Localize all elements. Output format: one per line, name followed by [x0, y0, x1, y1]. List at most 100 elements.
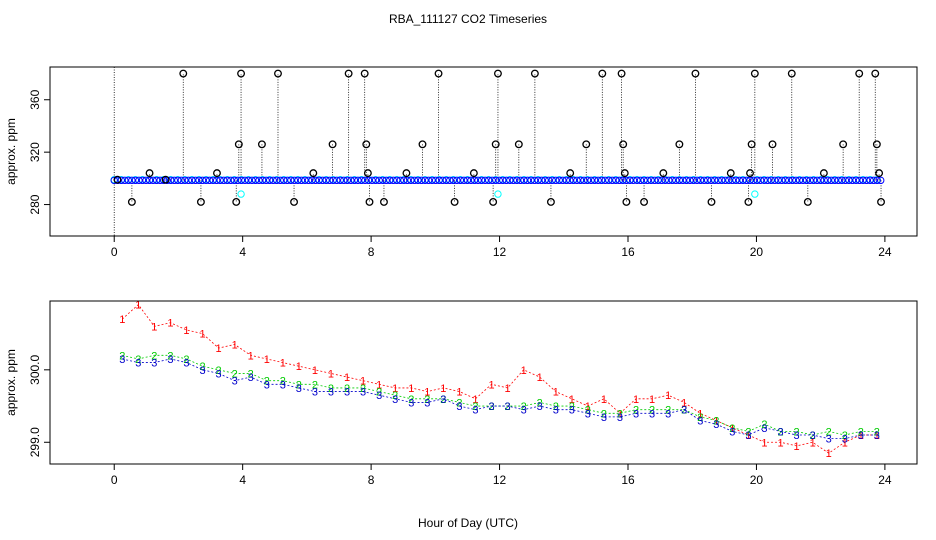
black-point [196, 197, 205, 206]
series-2-point: 2 [874, 426, 880, 438]
baseline-point [597, 176, 606, 185]
baseline-point [650, 176, 659, 185]
black-point [489, 197, 498, 206]
baseline-point [544, 176, 553, 185]
series-3-point: 3 [633, 408, 639, 420]
series-2-point: 2 [729, 423, 735, 435]
baseline-point [297, 176, 306, 185]
y-tick-label: 360 [28, 89, 42, 109]
baseline-point [364, 176, 373, 185]
series-3-point: 3 [264, 379, 270, 391]
series-1-point: 1 [601, 394, 607, 406]
baseline-point [325, 176, 334, 185]
x-tick-label: 12 [493, 473, 507, 487]
baseline-point [128, 176, 136, 185]
series-1-point: 1 [312, 365, 318, 377]
black-point [746, 169, 754, 178]
baseline-point [590, 176, 599, 185]
baseline-point [477, 176, 486, 185]
baseline-point [431, 176, 440, 185]
baseline-point [668, 176, 677, 185]
baseline-point [234, 176, 242, 185]
baseline-point [869, 176, 878, 185]
y-tick-label: 320 [28, 142, 42, 162]
series-2-point: 2 [553, 401, 559, 413]
baseline-point [262, 176, 270, 185]
series-3-point: 3 [232, 376, 238, 388]
baseline-point [439, 176, 447, 185]
baseline-point [686, 176, 694, 185]
series-2-point: 2 [826, 426, 832, 438]
series-3-point: 3 [761, 423, 767, 435]
black-point [234, 140, 243, 149]
black-point [360, 69, 369, 78]
baseline-point [170, 176, 178, 185]
black-point [871, 69, 880, 78]
baseline-point [290, 176, 299, 185]
black-point [145, 169, 154, 178]
black-point [161, 175, 170, 184]
baseline-point [523, 176, 532, 185]
baseline-point [672, 176, 680, 185]
black-point [380, 197, 388, 206]
baseline-point [453, 176, 461, 185]
black-point [450, 197, 459, 206]
baseline-point [774, 176, 782, 185]
black-point [617, 69, 626, 78]
baseline-point [838, 176, 846, 185]
baseline-point [382, 176, 390, 185]
bottom-panel-frame [49, 300, 918, 465]
baseline-point [555, 176, 563, 185]
series-3-point: 3 [440, 394, 446, 406]
baseline-point [484, 176, 493, 185]
baseline-point [862, 176, 871, 185]
series-3-point: 3 [874, 430, 880, 442]
baseline-point [802, 176, 811, 185]
series-3-point: 3 [424, 397, 430, 409]
series-2-point: 2 [569, 401, 575, 413]
series-3-point: 3 [826, 434, 832, 446]
baseline-point [834, 176, 843, 185]
baseline-point [460, 176, 468, 185]
baseline-point [414, 176, 422, 185]
baseline-point [357, 176, 366, 185]
baseline-point [587, 176, 595, 185]
baseline-point [446, 176, 454, 185]
series-3-point: 3 [344, 387, 350, 399]
series-2-point: 2 [745, 426, 751, 438]
series-3-point: 3 [296, 383, 302, 395]
series-2-point: 2 [649, 405, 655, 417]
series-1-point: 1 [264, 354, 270, 366]
baseline-point [350, 176, 359, 185]
series-1-point: 1 [248, 350, 254, 362]
baseline-point [566, 176, 574, 185]
series-3-point: 3 [456, 401, 462, 413]
baseline-point [117, 176, 125, 185]
series-1-point: 1 [167, 318, 173, 330]
series-1-point: 1 [681, 397, 687, 409]
series-3-point: 3 [376, 390, 382, 402]
series-2-point: 2 [601, 408, 607, 420]
baseline-point [682, 176, 691, 185]
black-point [127, 197, 136, 206]
series-3-point: 3 [167, 354, 173, 366]
baseline-point [227, 176, 235, 185]
black-point [619, 140, 628, 149]
black-point [598, 69, 607, 78]
series-1-point: 1 [569, 394, 575, 406]
series-3-point: 3 [842, 434, 848, 446]
series-3-point: 3 [151, 358, 157, 370]
series-2-point: 2 [697, 412, 703, 424]
x-tick-label: 20 [750, 473, 764, 487]
series-line-3 [122, 358, 877, 440]
top-panel-x-axis: 0 4 8 12 16 20 24 [111, 236, 892, 259]
top-panel-ylabel: approx. ppm [4, 118, 18, 185]
baseline-point [530, 176, 539, 185]
baseline-point [580, 176, 588, 185]
baseline-point [576, 176, 585, 185]
baseline-point [689, 176, 698, 185]
baseline-point [559, 176, 567, 185]
series-2-point: 2 [312, 379, 318, 391]
black-point [113, 175, 122, 184]
baseline-point [756, 176, 765, 185]
